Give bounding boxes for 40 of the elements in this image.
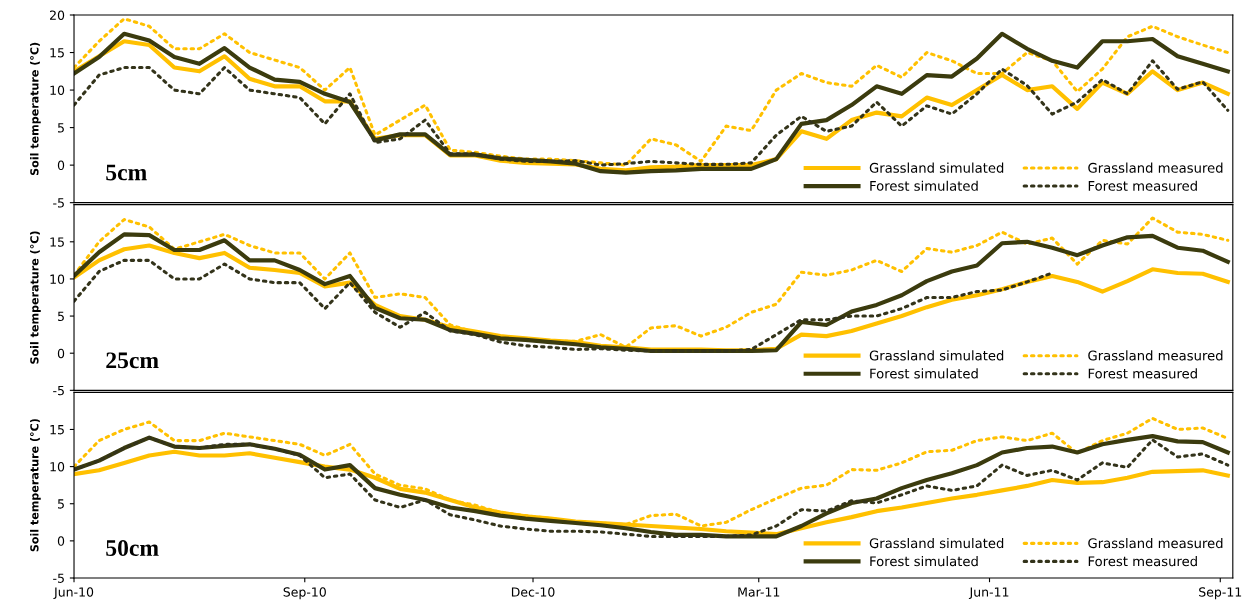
x-tick-label: Dec-10	[511, 587, 555, 597]
y-tick-label: 15	[50, 48, 64, 58]
y-tick-label: 0	[57, 536, 65, 546]
x-tick-label: Jun-11	[968, 587, 1009, 600]
legend-label: Forest simulated	[870, 180, 978, 191]
legend-label: Forest measured	[1088, 555, 1197, 567]
x-tick-label: Sep-11	[1199, 587, 1242, 600]
x-tick-label: Sep-10	[283, 587, 326, 600]
legend-label: Forest measured	[1088, 368, 1197, 379]
y-axis-title: Soil temperature (°C)	[30, 231, 41, 364]
legend-label: Forest measured	[1088, 180, 1197, 191]
y-tick-label: 10	[50, 274, 65, 284]
legend-label: Grassland measured	[1088, 162, 1223, 173]
legend-label: Forest simulated	[870, 555, 978, 567]
y-tick-label: -5	[53, 573, 64, 583]
x-tick-label: Jun-10	[53, 587, 94, 600]
y-tick-label: 5	[58, 499, 64, 509]
y-tick-label: 0	[57, 348, 65, 359]
y-tick-label: 10	[50, 85, 65, 95]
y-tick-label: -5	[53, 198, 64, 208]
y-tick-label: -5	[53, 385, 64, 396]
y-tick-label: 5	[58, 123, 64, 133]
legend-label: Forest simulated	[870, 368, 978, 379]
legend-label: Grassland simulated	[869, 537, 1004, 549]
y-tick-label: 15	[50, 237, 64, 247]
annotation: 50cm	[106, 540, 159, 556]
y-tick-label: 10	[50, 462, 65, 472]
annotation: 25cm	[106, 352, 159, 369]
x-tick-label: Mar-11	[738, 587, 780, 597]
y-tick-label: 20	[50, 10, 65, 20]
y-tick-label: 0	[57, 160, 65, 171]
y-axis-title: Soil temperature (°C)	[30, 42, 41, 176]
y-tick-label: 5	[58, 311, 64, 321]
legend-label: Grassland simulated	[869, 350, 1004, 361]
y-tick-label: 15	[50, 425, 64, 435]
annotation: 5cm	[106, 164, 147, 181]
y-axis-title: Soil temperature (°C)	[30, 419, 41, 552]
legend-label: Grassland simulated	[869, 162, 1004, 173]
legend-label: Grassland measured	[1088, 537, 1223, 549]
legend-label: Grassland measured	[1088, 350, 1223, 361]
